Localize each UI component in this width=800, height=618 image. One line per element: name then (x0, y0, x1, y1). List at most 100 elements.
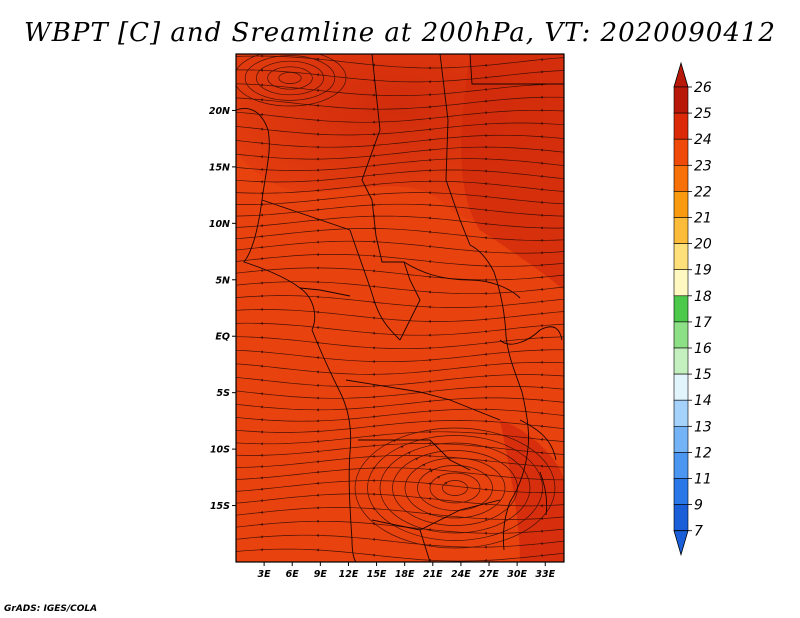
streamline-arrow (428, 148, 431, 152)
streamline (236, 203, 564, 217)
streamline-arrow (316, 481, 319, 485)
colorbar-segment (673, 191, 689, 218)
streamline-arrow (372, 372, 375, 376)
streamline-arrow (484, 545, 487, 549)
streamline-arrow (428, 482, 431, 486)
streamline-arrow (428, 399, 431, 403)
streamline (236, 253, 564, 267)
streamline-arrow (540, 360, 543, 364)
streamline-arrow (484, 195, 487, 199)
streamline-arrow (316, 208, 319, 212)
streamline-arrow (316, 419, 319, 423)
warm-region-east (461, 54, 564, 290)
streamline (236, 96, 564, 110)
streamline-arrow (260, 535, 263, 539)
lon-tick-label: 15E (367, 569, 387, 580)
streamline-arrow (316, 356, 319, 360)
streamline-arrow (540, 275, 543, 279)
streamline-arrow (484, 122, 487, 126)
streamline-arrow (372, 479, 375, 483)
streamline-arrow (260, 499, 263, 502)
streamline-arrow (415, 457, 419, 461)
colorbar-label: 11 (694, 472, 712, 488)
streamline-arrow (540, 213, 543, 217)
streamline-arrow (260, 98, 263, 102)
streamline-arrow (316, 493, 319, 497)
streamline-arrow (428, 80, 431, 84)
streamline-arrow (428, 191, 431, 195)
streamline-arrow (484, 182, 487, 186)
streamline-arrow (428, 369, 431, 373)
streamline-arrow (484, 517, 487, 521)
streamline-arrow (316, 280, 319, 284)
streamline-arrow (316, 132, 319, 136)
streamline-arrow (260, 155, 263, 159)
streamline-arrow (540, 226, 543, 230)
streamline-arrow (484, 76, 487, 79)
streamline-arrow (260, 405, 263, 409)
circulation-streamline (367, 435, 543, 541)
streamline-arrow (316, 506, 319, 510)
streamline-arrow (260, 350, 263, 354)
streamline-arrow (372, 346, 375, 350)
streamline-arrow (316, 253, 319, 256)
streamline-arrow (372, 316, 375, 320)
streamline-arrow (260, 465, 263, 469)
streamline-arrow (260, 430, 263, 434)
streamline-arrow (372, 395, 375, 399)
streamline-arrow (540, 251, 543, 255)
streamline-arrow (260, 141, 263, 145)
streamline-arrow (484, 99, 487, 103)
streamline-arrow (316, 310, 319, 314)
streamline-arrow (540, 148, 543, 152)
streamline-arrow (316, 89, 319, 92)
streamline (236, 180, 564, 194)
lon-tick-label: 3E (258, 569, 272, 580)
circulation-streamline (404, 457, 506, 519)
streamline-arrow (316, 396, 319, 400)
streamline-arrow (372, 434, 375, 438)
circulation-streamline (278, 72, 302, 84)
streamline-arrow (316, 470, 319, 474)
streamline-arrow (540, 438, 543, 442)
longitude-axis: 3E 6E 9E 12E 15E 18E 21E 24E 27E 30E 33E (258, 562, 556, 580)
streamline-arrow (484, 531, 487, 535)
streamline (236, 493, 564, 507)
streamline-arrow (260, 245, 263, 249)
streamline-arrow (428, 333, 431, 337)
streamline (236, 322, 564, 336)
streamline-arrow (260, 268, 263, 272)
streamline-arrow (428, 467, 431, 471)
streamline (236, 295, 564, 308)
colorbar-segment (673, 138, 689, 166)
streamline (236, 349, 564, 363)
streamline-arrow (428, 105, 431, 109)
streamline-arrow (540, 529, 543, 533)
coastlines (236, 54, 564, 562)
streamline-arrow (540, 299, 543, 303)
streamline-arrow (428, 430, 431, 434)
streamline-arrow (407, 451, 411, 455)
streamline-arrow (428, 66, 431, 70)
streamline-arrow (540, 188, 543, 191)
streamline-arrow (484, 305, 487, 309)
streamline (236, 169, 564, 183)
streamline-arrow (428, 442, 431, 445)
streamline-arrow (372, 331, 375, 335)
colorbar-label: 7 (694, 524, 703, 540)
lat-tick-label: 10N (209, 219, 230, 230)
streamline-arrow (316, 533, 319, 537)
streamline-arrow (316, 460, 319, 463)
streamline-arrow (372, 183, 375, 186)
colorbar-label: 18 (694, 289, 712, 305)
lon-tick-label: 21E (423, 569, 443, 580)
streamline (236, 386, 564, 399)
lon-tick-label: 24E (451, 569, 471, 580)
streamline-arrow (428, 409, 431, 413)
streamline-arrow (428, 127, 431, 131)
circulation-streamline (379, 442, 531, 534)
colorbar-label: 15 (694, 367, 712, 383)
lon-tick-label: 6E (286, 569, 300, 580)
streamline-arrow (428, 346, 431, 350)
streamline-arrow (428, 245, 431, 249)
